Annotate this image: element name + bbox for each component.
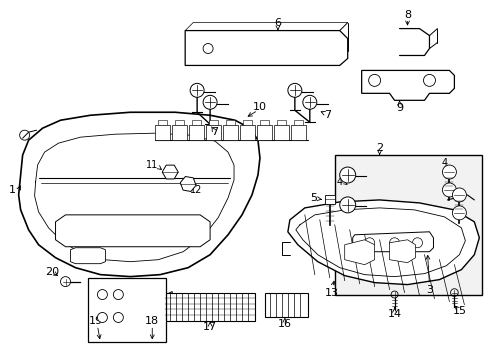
Polygon shape	[180, 176, 196, 192]
Polygon shape	[185, 31, 347, 66]
Bar	[334, 155, 481, 294]
Text: 11: 11	[146, 160, 158, 170]
Circle shape	[113, 312, 123, 323]
Polygon shape	[70, 248, 105, 264]
Polygon shape	[175, 120, 184, 125]
Circle shape	[442, 165, 455, 179]
Polygon shape	[256, 125, 271, 140]
Polygon shape	[260, 120, 268, 125]
Polygon shape	[56, 215, 210, 247]
Text: 1: 1	[9, 185, 16, 195]
Text: 6: 6	[274, 18, 281, 28]
Polygon shape	[361, 71, 453, 100]
Text: 2: 2	[375, 143, 383, 153]
Polygon shape	[223, 125, 238, 140]
Polygon shape	[155, 125, 170, 140]
Polygon shape	[172, 125, 187, 140]
Circle shape	[339, 197, 355, 213]
Text: 7: 7	[324, 110, 331, 120]
Text: 10: 10	[252, 102, 266, 112]
Text: 16: 16	[277, 319, 291, 329]
Circle shape	[451, 188, 466, 202]
Circle shape	[412, 238, 422, 248]
Circle shape	[339, 167, 355, 183]
Text: 13: 13	[324, 288, 338, 298]
Polygon shape	[165, 293, 254, 321]
Text: 19: 19	[88, 316, 102, 327]
Polygon shape	[209, 120, 218, 125]
Polygon shape	[264, 293, 307, 318]
Text: 12: 12	[189, 185, 202, 195]
Polygon shape	[243, 120, 251, 125]
Polygon shape	[276, 120, 285, 125]
Polygon shape	[293, 120, 302, 125]
Text: 17: 17	[203, 323, 217, 332]
Text: 14: 14	[386, 310, 401, 319]
Polygon shape	[290, 125, 305, 140]
Polygon shape	[225, 120, 235, 125]
Polygon shape	[192, 120, 201, 125]
Polygon shape	[240, 125, 254, 140]
Polygon shape	[158, 120, 167, 125]
Text: 18: 18	[145, 316, 159, 327]
Polygon shape	[205, 125, 221, 140]
Text: 8: 8	[403, 10, 410, 20]
Text: 4: 4	[441, 158, 447, 168]
Circle shape	[97, 312, 107, 323]
Polygon shape	[389, 240, 415, 263]
Bar	[324, 195, 334, 204]
Circle shape	[97, 289, 107, 300]
Circle shape	[451, 206, 466, 220]
Polygon shape	[19, 112, 260, 276]
Text: 15: 15	[451, 306, 466, 316]
Polygon shape	[162, 165, 178, 179]
Circle shape	[113, 289, 123, 300]
Text: 20: 20	[45, 267, 60, 276]
Text: 5: 5	[310, 193, 317, 203]
Polygon shape	[273, 125, 288, 140]
Circle shape	[442, 183, 455, 197]
Text: 3: 3	[425, 284, 432, 294]
Text: 4: 4	[336, 177, 342, 187]
Circle shape	[389, 238, 399, 248]
Polygon shape	[352, 232, 432, 252]
Text: 7: 7	[211, 127, 218, 137]
Text: 9: 9	[395, 103, 402, 113]
Bar	[88, 278, 166, 342]
Circle shape	[364, 238, 374, 248]
Polygon shape	[344, 240, 374, 265]
Polygon shape	[287, 200, 478, 285]
Polygon shape	[189, 125, 203, 140]
